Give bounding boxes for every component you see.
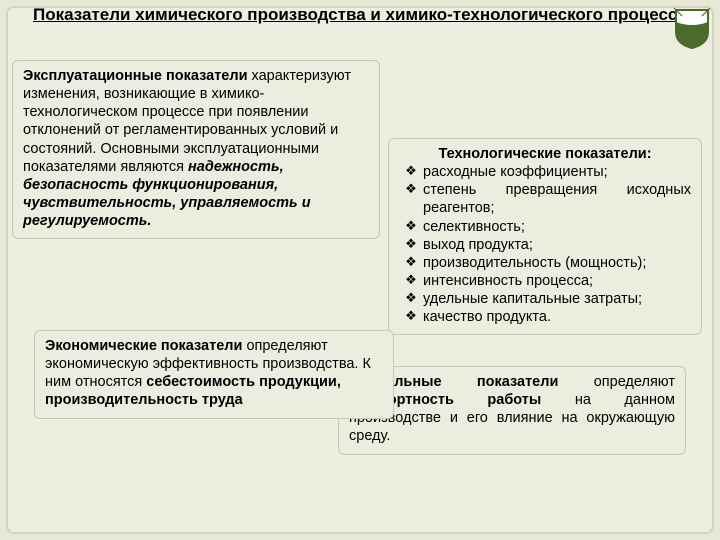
shield-logo — [672, 6, 712, 50]
bullet-item: ❖степень превращения исходных реагентов; — [399, 181, 691, 217]
diamond-bullet-icon: ❖ — [399, 218, 423, 236]
bullet-text: выход продукта; — [423, 236, 691, 254]
bullet-item: ❖селективность; — [399, 218, 691, 236]
bullet-text: интенсивность процесса; — [423, 272, 691, 290]
bullet-item: ❖ выход продукта; — [399, 236, 691, 254]
bullet-item: ❖ интенсивность процесса; — [399, 272, 691, 290]
bullet-text: производительность (мощность); — [423, 254, 691, 272]
bullet-text: селективность; — [423, 218, 691, 236]
expl-lead: Эксплуатационные показатели — [23, 68, 248, 84]
bullet-text: расходные коэффициенты; — [423, 163, 691, 181]
box-economic: Экономические показатели определяют экон… — [34, 330, 394, 419]
bullet-text: удельные капитальные затраты; — [423, 290, 691, 308]
diamond-bullet-icon: ❖ — [399, 236, 423, 254]
tech-heading: Технологические показатели: — [399, 145, 691, 163]
diamond-bullet-icon: ❖ — [399, 181, 423, 217]
diamond-bullet-icon: ❖ — [399, 163, 423, 181]
diamond-bullet-icon: ❖ — [399, 308, 423, 326]
tech-bullet-list: ❖расходные коэффициенты;❖степень превращ… — [399, 163, 691, 326]
bullet-text: качество продукта. — [423, 308, 691, 326]
diamond-bullet-icon: ❖ — [399, 290, 423, 308]
page-title: Показатели химического производства и хи… — [0, 4, 720, 25]
bullet-item: ❖удельные капитальные затраты; — [399, 290, 691, 308]
box-technological: Технологические показатели: ❖расходные к… — [388, 138, 702, 335]
soc-body1: определяют — [558, 374, 675, 390]
econ-lead: Экономические показатели — [45, 338, 242, 354]
diamond-bullet-icon: ❖ — [399, 272, 423, 290]
bullet-item: ❖производительность (мощность); — [399, 254, 691, 272]
box-exploitation: Эксплуатационные показатели характеризую… — [12, 60, 380, 239]
bullet-text: степень превращения исходных реагентов; — [423, 181, 691, 217]
bullet-item: ❖расходные коэффициенты; — [399, 163, 691, 181]
diamond-bullet-icon: ❖ — [399, 254, 423, 272]
bullet-item: ❖ качество продукта. — [399, 308, 691, 326]
